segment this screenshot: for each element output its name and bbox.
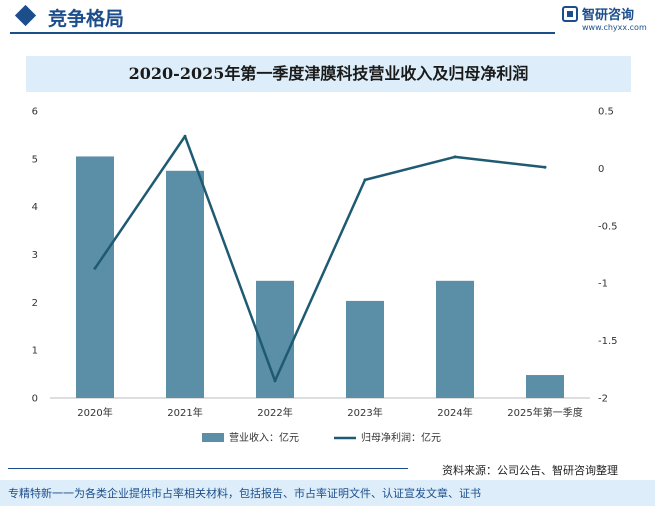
y-right-tick-label: -2 [598,394,608,405]
source-note: 资料来源：公司公告、智研咨询整理 [442,464,618,477]
point-net-profit [183,134,187,138]
y-left-tick-label: 6 [32,107,38,118]
point-net-profit [453,155,457,159]
footer-divider [8,468,408,469]
point-net-profit [273,379,277,383]
y-right-tick-label: -0.5 [598,221,618,232]
header-divider [10,32,555,34]
line-net-profit [93,135,546,383]
x-tick-label: 2025年第一季度 [507,406,582,419]
logo-icon [562,6,578,22]
y-left-tick-label: 4 [32,202,38,213]
legend-swatch-revenue [202,433,224,442]
section-title: 竞争格局 [48,8,125,30]
bar-revenue [76,156,114,398]
chart-title-band: 2020-2025年第一季度津膜科技营业收入及归母净利润 [26,56,631,92]
bar-revenue [526,375,564,398]
legend-label-net-profit: 归母净利润：亿元 [361,431,441,444]
x-tick-label: 2024年 [437,406,472,419]
x-tick-label: 2022年 [257,406,292,419]
point-net-profit [543,165,547,169]
x-tick-label: 2021年 [167,406,202,419]
y-right-tick-label: 0 [598,164,604,175]
y-left-tick-label: 2 [32,298,38,309]
chart-title: 2020-2025年第一季度津膜科技营业收入及归母净利润 [128,64,529,83]
y-right-tick-label: -1.5 [598,336,618,347]
x-tick-label: 2020年 [77,406,112,419]
y-left-tick-label: 0 [32,394,38,405]
point-net-profit [363,178,367,182]
y-right-tick-label: 0.5 [598,107,614,118]
brand-logo: 智研咨询 www.chyxx.com [562,4,652,38]
bar-revenue [166,170,204,398]
logo-url: www.chyxx.com [582,23,647,32]
x-tick-label: 2023年 [347,406,382,419]
footer-tagline: 专精特新一一为各类企业提供市占率相关材料，包括报告、市占率证明文件、认证宣发文章… [8,487,481,500]
bar-revenue [346,300,384,398]
y-right-tick-label: -1 [598,279,608,290]
y-left-tick-label: 1 [32,346,38,357]
combo-chart: 0 1 2 3 4 5 6 0.5 0 -0.5 -1 -1.5 -2 2020年 2021年 2022年 20… [32,107,618,445]
y-left-tick-label: 5 [32,154,38,165]
y-left-tick-label: 3 [32,250,38,261]
legend-label-revenue: 营业收入：亿元 [229,431,299,444]
page-header: 竞争格局 智研咨询 www.chyxx.com [0,0,655,38]
logo-name: 智研咨询 [582,8,635,23]
point-net-profit [93,266,97,270]
bar-revenue [436,280,474,398]
footer-bar: 专精特新一一为各类企业提供市占率相关材料，包括报告、市占率证明文件、认证宣发文章… [0,480,655,506]
